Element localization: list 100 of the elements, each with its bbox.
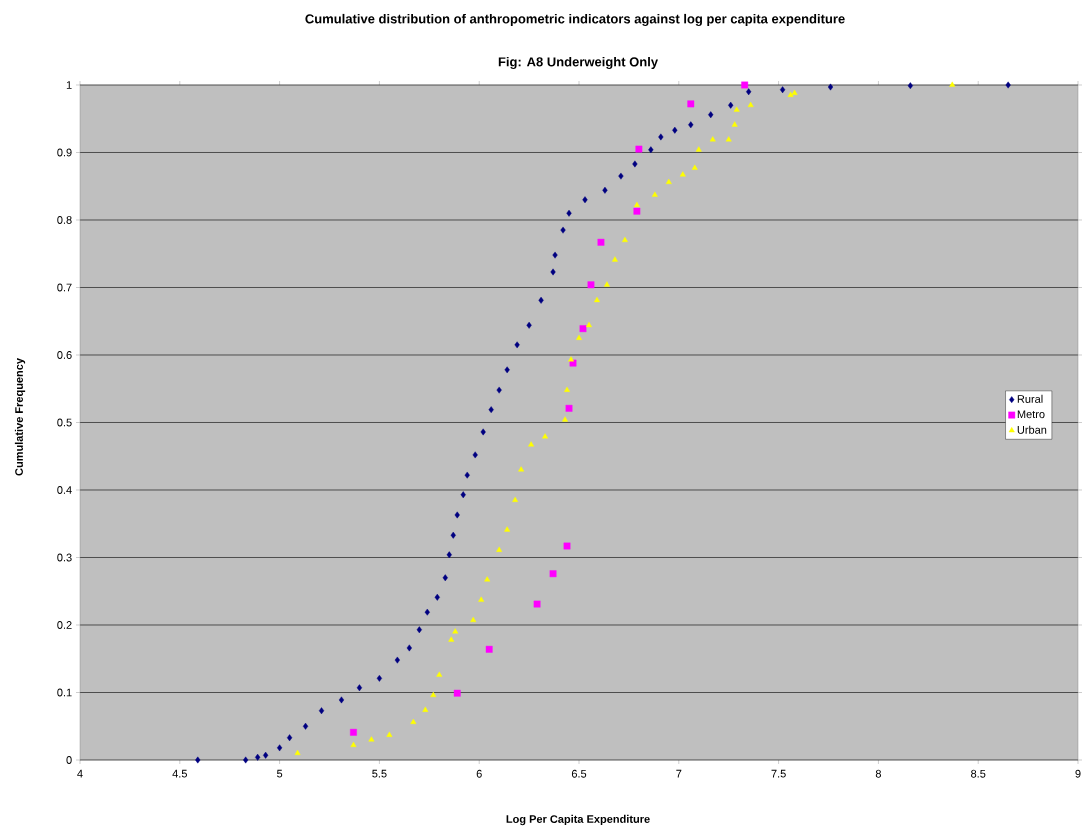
y-tick-label: 0.8 [57, 216, 72, 224]
point [563, 542, 571, 550]
point [565, 404, 573, 412]
point [907, 82, 913, 90]
point [651, 191, 658, 197]
point [602, 186, 608, 194]
y-axis-title: Cumulative Frequency [14, 358, 26, 476]
point [518, 466, 525, 472]
point [350, 728, 357, 736]
point [679, 171, 686, 177]
x-tick-label: 7.5 [771, 769, 786, 778]
y-tick-label: 1 [66, 81, 72, 89]
point [368, 736, 375, 742]
point [195, 756, 201, 764]
point [434, 593, 440, 601]
point [452, 628, 459, 634]
x-tick-label: 4 [77, 769, 83, 778]
x-axis-title: Log Per Capita Expenditure [506, 814, 650, 826]
x-tick-label: 7 [676, 769, 682, 778]
point [560, 226, 566, 234]
point [672, 126, 678, 134]
point [611, 256, 618, 262]
y-tick-label: 0.5 [57, 418, 72, 427]
point [728, 101, 734, 109]
point [470, 616, 477, 623]
point [460, 491, 466, 499]
point [552, 251, 558, 259]
point [356, 684, 363, 692]
point [725, 136, 732, 142]
point [542, 433, 549, 439]
point [464, 471, 470, 479]
point [579, 325, 587, 333]
y-tick-label: 0 [66, 756, 72, 764]
point [691, 164, 698, 170]
point [566, 209, 572, 217]
legend-label: Metro [1017, 410, 1045, 419]
point [603, 281, 610, 287]
point [376, 674, 382, 682]
point [791, 89, 798, 95]
y-tick-label: 0.1 [57, 688, 72, 697]
point [424, 608, 430, 616]
point [277, 744, 283, 752]
y-tick-label: 0.9 [57, 148, 72, 157]
point [746, 88, 752, 96]
point [576, 334, 582, 340]
point [512, 496, 519, 502]
x-tick-label: 9 [1075, 769, 1081, 778]
point [394, 656, 400, 664]
point [733, 106, 740, 112]
point [648, 146, 654, 154]
point [586, 321, 592, 328]
point [709, 136, 716, 142]
point [514, 341, 520, 349]
point [442, 574, 448, 582]
point [658, 133, 664, 141]
point [687, 100, 695, 108]
x-tick-label: 5 [276, 769, 283, 778]
point [488, 406, 494, 414]
point [286, 734, 293, 742]
point [708, 111, 714, 119]
point [587, 281, 595, 289]
point [302, 722, 309, 730]
point [484, 576, 491, 582]
point [454, 511, 460, 519]
point [949, 81, 956, 87]
point [787, 91, 794, 97]
point [338, 696, 345, 704]
point [504, 366, 510, 374]
point [386, 731, 393, 737]
point [538, 296, 544, 304]
point [416, 626, 422, 634]
point [564, 386, 570, 392]
point [688, 121, 694, 129]
point [485, 645, 493, 653]
point [594, 296, 600, 303]
point [410, 718, 417, 724]
x-tick-label: 5.5 [372, 769, 387, 778]
point [741, 81, 749, 89]
point [526, 321, 532, 329]
legend-label: Rural [1017, 394, 1043, 403]
point [406, 644, 412, 652]
point [621, 236, 628, 243]
point [633, 207, 641, 215]
point [635, 145, 643, 153]
x-tick-label: 6 [476, 769, 482, 778]
point [263, 751, 269, 759]
y-tick-label: 0.3 [57, 553, 72, 562]
x-tick-label: 4.5 [172, 769, 187, 778]
x-tick-label: 8.5 [971, 769, 986, 778]
point [294, 749, 301, 756]
y-tick-label: 0.4 [57, 486, 72, 494]
point [318, 707, 325, 715]
chart-subtitle: Fig: A8 Underweight Only [498, 56, 658, 70]
point [446, 551, 452, 559]
point [450, 531, 456, 539]
point [632, 160, 638, 168]
point [496, 546, 503, 552]
point [504, 526, 511, 532]
point [827, 83, 834, 91]
point [350, 741, 357, 747]
